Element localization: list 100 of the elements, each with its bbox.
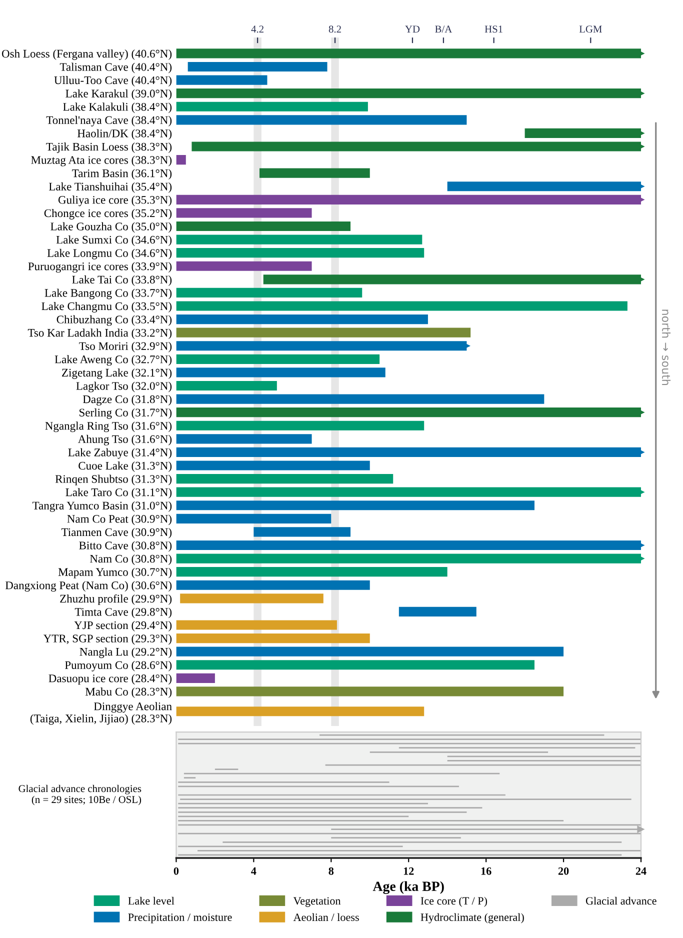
y-tick-label: Lake Taro Co (31.1°N): [66, 488, 172, 499]
y-tick-label: Lake Changmu Co (33.5°N): [42, 302, 172, 312]
x2-tick-label: LGM: [579, 26, 602, 33]
y-tick-label: Nam Co Peat (30.9°N): [67, 514, 172, 526]
legend-label: Precipitation / moisture: [128, 914, 232, 924]
y-tick-label: Lake Gouzha Co (35.0°N): [50, 222, 172, 233]
y-tick-label: Chongce ice cores (35.2°N): [44, 208, 172, 220]
x2-tick-label: B/A: [435, 26, 452, 33]
bar: [176, 394, 544, 404]
y-tick-label: Muztag Ata ice cores (38.3°N): [31, 156, 172, 166]
y-tick-label: Rinqen Shubtso (31.3°N): [55, 474, 172, 486]
y-tick-label: Osh Loess (Fergana valley) (40.6°N): [2, 49, 172, 60]
x2-tick-label: 8.2: [328, 26, 341, 33]
y-tick-label: Lake Tianshuihai (35.4°N): [48, 182, 172, 193]
y-tick-label: Lagkor Tso (32.0°N): [76, 382, 172, 392]
y-tick-label: Ulluu-Too Cave (40.4°N): [54, 76, 172, 87]
bar: [176, 500, 534, 510]
y-tick-label: Serling Co (31.7°N): [80, 408, 172, 419]
bar: [176, 434, 312, 444]
x-tick-label: 24: [636, 867, 646, 875]
y-tick-label: Chibuzhang Co (33.4°N): [56, 315, 172, 326]
bar: [176, 660, 534, 670]
y-tick-label: Ahung Tso (31.6°N): [78, 434, 172, 446]
y-tick-label: Lake Longmu Co (34.6°N): [47, 248, 172, 260]
y-tick-label: Tso Kar Ladakh India (33.2°N): [28, 328, 172, 340]
legend-label: Ice core (T / P): [420, 896, 487, 907]
y-tick-label: Dinggye Aeolian (Taiga, Xielin, Jijiao) (28.3°N): [30, 702, 172, 725]
x2-tick-label: 4.2: [251, 26, 264, 33]
y-tick-label: Nangla Lu (29.2°N): [80, 648, 172, 658]
x-tick-label: 8: [328, 867, 334, 875]
x-tick-label: 16: [481, 867, 492, 875]
y-tick-label: Cuoe Lake (31.3°N): [78, 462, 172, 472]
y-tick-label: Pumoyum Co (28.6°N): [64, 660, 172, 672]
bar: [176, 314, 428, 324]
bar: [176, 420, 424, 430]
bar: [188, 62, 328, 72]
y-tick-label: Mapam Yumco (30.7°N): [58, 568, 172, 578]
y-tick-label: Dasuopu ice core (28.4°N): [48, 674, 172, 685]
y-tick-label: Dangxiong Peat (Nam Co) (30.6°N): [5, 581, 172, 592]
y-tick-label: Tonnel'naya Cave (38.4°N): [46, 116, 172, 126]
y-tick-label: Dagze Co (31.8°N): [82, 395, 172, 406]
y-tick-label: Tianmen Cave (30.9°N): [61, 528, 172, 538]
y-tick-label: Lake Sumxi Co (34.6°N): [56, 236, 172, 246]
bar: [254, 527, 351, 537]
x-tick-label: 0: [174, 867, 179, 875]
x-tick-label: 20: [558, 867, 569, 875]
bar: [176, 474, 394, 484]
y-tick-label: YJP section (29.4°N): [74, 621, 172, 632]
bar: [176, 646, 564, 656]
legend-label: Lake level: [128, 896, 174, 905]
bar: [176, 514, 332, 524]
bar: [176, 328, 471, 338]
y-tick-label: Nam Co (30.8°N): [90, 554, 172, 565]
y-tick-label: YTR, SGP section (29.3°N): [43, 634, 172, 645]
bar: [176, 567, 448, 577]
x2-tick-label: YD: [405, 26, 420, 33]
bar: [176, 580, 370, 590]
bar: [176, 115, 467, 125]
legend-label: Aeolian / loess: [293, 913, 359, 922]
y-tick-label: Mabu Co (28.3°N): [85, 687, 172, 698]
y-tick-label: Talisman Cave (40.4°N): [60, 62, 172, 74]
y-tick-label: Lake Tai Co (33.8°N): [72, 275, 172, 286]
bar: [180, 594, 324, 604]
text: north → south: [662, 310, 671, 386]
legend-label: Glacial advance: [586, 896, 656, 905]
y-tick-label: Haolin/DK (38.4°N): [77, 129, 172, 140]
legend-label: Vegetation: [293, 897, 341, 907]
x-axis-title: Age (ka BP): [372, 881, 444, 894]
y-tick-label: Timta Cave (29.8°N): [74, 608, 172, 618]
y-tick-label: Tangra Yumco Basin (31.0°N): [32, 501, 172, 512]
bar: [176, 620, 337, 630]
bar: [176, 380, 277, 391]
bar: [176, 261, 312, 271]
y-tick-label: Tajik Basin Loess (38.3°N): [46, 142, 172, 153]
y-tick-label: Tso Moriri (32.9°N): [79, 342, 172, 352]
x2-tick-label: HS1: [484, 26, 502, 33]
bar: [176, 288, 362, 298]
y-axis-title: Glacial advance chronologies (n = 29 sites; 10Be / OSL): [18, 784, 142, 806]
bar: [259, 168, 370, 178]
bar: [398, 606, 476, 616]
bar: [176, 368, 386, 378]
bar: [176, 221, 351, 232]
y-tick-label: Puruogangri ice cores (33.9°N): [28, 262, 172, 273]
y-tick-label: Lake Aweng Co (32.7°N): [54, 355, 172, 366]
x-tick-label: 12: [404, 867, 414, 875]
bar: [176, 234, 422, 244]
bar: [176, 460, 370, 470]
bar: [176, 686, 564, 696]
bar: [176, 208, 312, 218]
y-tick-label: Lake Karakul (39.0°N): [66, 89, 172, 100]
bar: [176, 102, 368, 112]
bar: [176, 248, 424, 258]
y-tick-label: Tarim Basin (36.1°N): [72, 169, 172, 180]
legend-label: Hydroclimate (general): [420, 913, 524, 924]
y-tick-label: Bitto Cave (30.8°N): [79, 541, 172, 552]
bar: [176, 354, 380, 364]
y-tick-label: Lake Kalakuli (38.4°N): [63, 102, 172, 114]
y-tick-label: Zhuzhu profile (29.9°N): [60, 594, 172, 605]
bar: [176, 75, 268, 85]
y-tick-label: Lake Zabuye (31.4°N): [68, 448, 172, 459]
